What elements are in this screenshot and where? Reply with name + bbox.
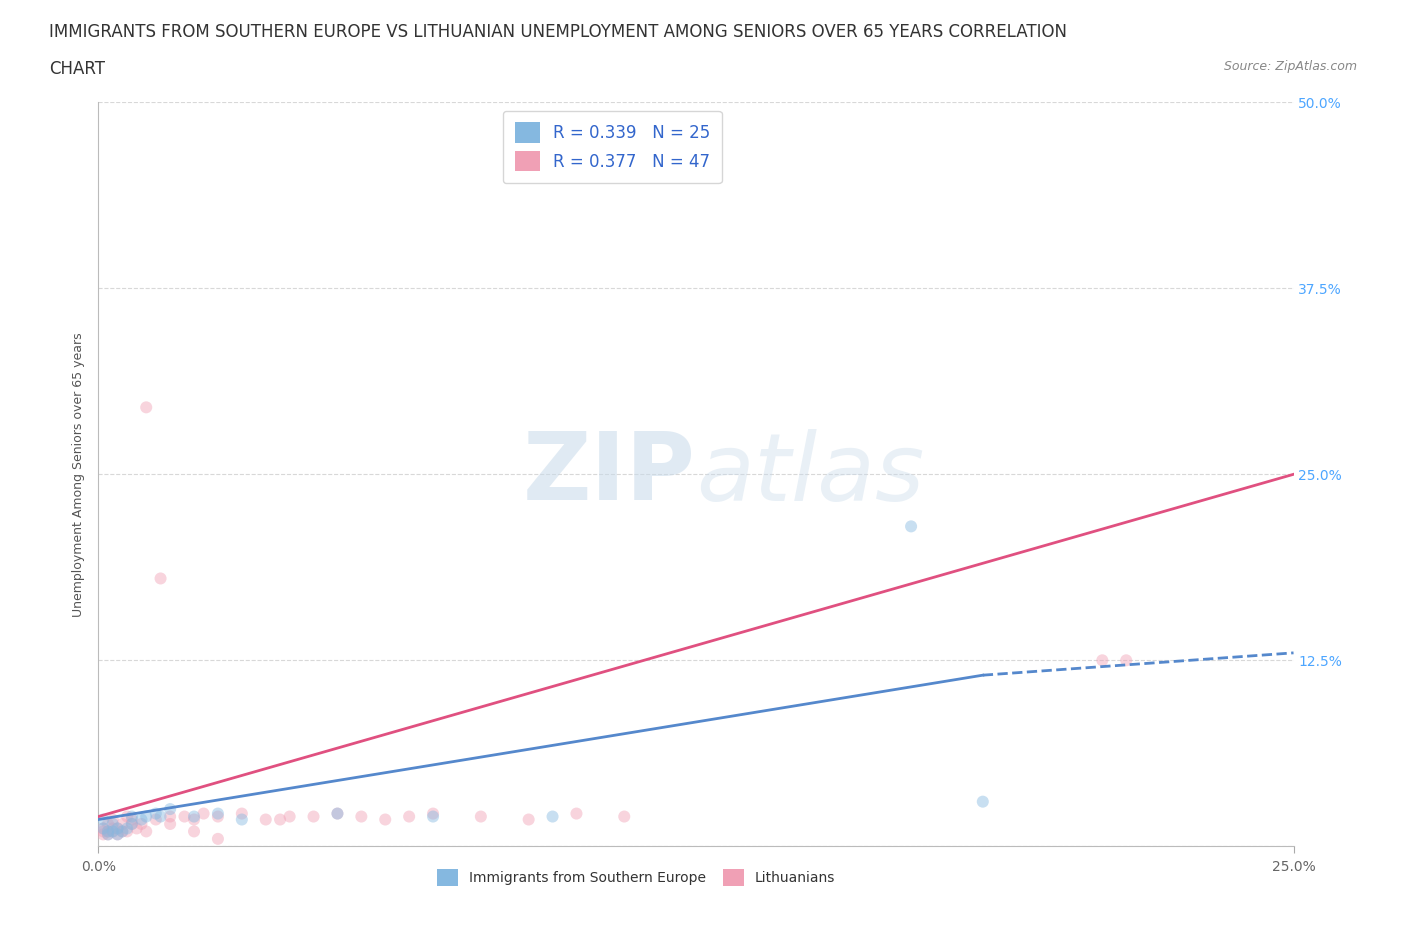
Point bbox=[470, 809, 492, 824]
Point bbox=[302, 809, 325, 824]
Point bbox=[149, 571, 172, 586]
Point bbox=[173, 809, 195, 824]
Point bbox=[97, 817, 120, 831]
Point bbox=[91, 821, 114, 836]
Point bbox=[97, 824, 120, 839]
Point bbox=[269, 812, 291, 827]
Point bbox=[121, 817, 143, 831]
Point bbox=[97, 827, 120, 842]
Point bbox=[111, 824, 134, 839]
Point bbox=[101, 824, 124, 839]
Point bbox=[107, 821, 129, 836]
Point bbox=[115, 809, 138, 824]
Point bbox=[207, 831, 229, 846]
Point bbox=[183, 809, 205, 824]
Point bbox=[135, 400, 157, 415]
Legend: Immigrants from Southern Europe, Lithuanians: Immigrants from Southern Europe, Lithuan… bbox=[432, 863, 841, 892]
Point bbox=[101, 821, 124, 836]
Point bbox=[111, 817, 134, 831]
Point bbox=[422, 806, 444, 821]
Point bbox=[115, 821, 138, 836]
Point bbox=[111, 824, 134, 839]
Point bbox=[374, 812, 396, 827]
Text: atlas: atlas bbox=[696, 429, 924, 520]
Point bbox=[135, 824, 157, 839]
Point bbox=[231, 812, 253, 827]
Point bbox=[350, 809, 373, 824]
Point bbox=[183, 812, 205, 827]
Point bbox=[193, 806, 215, 821]
Point bbox=[145, 806, 167, 821]
Point bbox=[107, 821, 129, 836]
Point bbox=[125, 821, 148, 836]
Point bbox=[541, 809, 564, 824]
Point bbox=[121, 817, 143, 831]
Point bbox=[1115, 653, 1137, 668]
Point bbox=[972, 794, 994, 809]
Point bbox=[207, 806, 229, 821]
Point bbox=[278, 809, 301, 824]
Point bbox=[517, 812, 540, 827]
Point bbox=[326, 806, 349, 821]
Point bbox=[135, 809, 157, 824]
Point bbox=[183, 824, 205, 839]
Point bbox=[207, 809, 229, 824]
Text: Source: ZipAtlas.com: Source: ZipAtlas.com bbox=[1223, 60, 1357, 73]
Point bbox=[101, 812, 124, 827]
Point bbox=[398, 809, 420, 824]
Point bbox=[131, 817, 153, 831]
Point bbox=[121, 812, 143, 827]
Point bbox=[900, 519, 922, 534]
Text: IMMIGRANTS FROM SOUTHERN EUROPE VS LITHUANIAN UNEMPLOYMENT AMONG SENIORS OVER 65: IMMIGRANTS FROM SOUTHERN EUROPE VS LITHU… bbox=[49, 23, 1067, 41]
Point bbox=[91, 824, 114, 839]
Point bbox=[149, 809, 172, 824]
Point bbox=[131, 812, 153, 827]
Point bbox=[254, 812, 277, 827]
Text: ZIP: ZIP bbox=[523, 429, 696, 520]
Point bbox=[91, 812, 114, 827]
Point bbox=[91, 821, 114, 836]
Y-axis label: Unemployment Among Seniors over 65 years: Unemployment Among Seniors over 65 years bbox=[72, 332, 86, 617]
Point bbox=[97, 827, 120, 842]
Point bbox=[101, 824, 124, 839]
Point bbox=[91, 827, 114, 842]
Point bbox=[159, 809, 181, 824]
Point bbox=[613, 809, 636, 824]
Point bbox=[121, 809, 143, 824]
Point bbox=[107, 827, 129, 842]
Point bbox=[422, 809, 444, 824]
Point bbox=[145, 812, 167, 827]
Point bbox=[101, 817, 124, 831]
Point bbox=[107, 827, 129, 842]
Point bbox=[326, 806, 349, 821]
Text: CHART: CHART bbox=[49, 60, 105, 78]
Point bbox=[97, 824, 120, 839]
Point bbox=[231, 806, 253, 821]
Point bbox=[115, 824, 138, 839]
Point bbox=[1091, 653, 1114, 668]
Point bbox=[159, 817, 181, 831]
Point bbox=[159, 802, 181, 817]
Point bbox=[565, 806, 588, 821]
